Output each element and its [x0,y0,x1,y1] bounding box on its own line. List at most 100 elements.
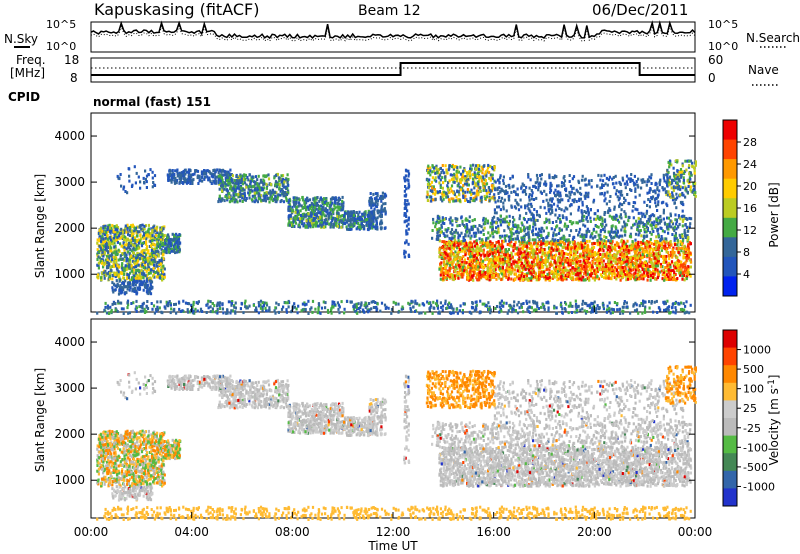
power-cell [111,255,114,259]
power-cell [339,219,342,223]
power-cell [148,288,151,292]
power-cell [322,212,325,216]
power-cell [126,242,129,246]
power-cell [312,225,315,229]
power-cell [304,225,307,229]
power-cell [206,169,209,173]
power-cell [117,258,120,262]
power-cell [274,184,277,188]
power-cell [597,264,600,268]
power-cell [169,247,172,251]
power-cell [259,180,263,184]
power-cell [109,230,112,233]
power-cell [125,285,128,289]
power-cell [479,256,482,260]
power-cell [335,217,338,221]
power-cell [282,194,285,198]
power-cell [476,180,479,184]
power-cell [382,195,385,199]
power-cell [466,272,469,276]
power-cell [131,269,134,273]
power-cell [241,200,244,203]
power-cell [100,261,103,265]
power-cell [99,231,102,235]
power-cell [288,203,291,207]
power-cell [280,188,283,192]
power-cell [347,223,350,227]
power-cell [323,218,326,222]
power-cell [277,193,280,197]
power-cell [161,265,164,269]
power-cell [138,287,142,290]
power-cell [167,174,170,178]
power-cell [115,238,118,242]
power-cell [536,262,539,266]
power-cell [109,235,112,239]
power-cell [134,238,137,242]
power-cell [148,256,151,260]
power-cell [196,174,199,178]
power-cell [234,184,237,188]
power-cell [371,226,374,230]
power-cell [154,229,157,233]
power-cell [111,265,114,268]
power-cell [109,259,113,263]
power-cell [139,186,142,190]
power-cell [230,173,233,176]
power-cell [104,244,107,248]
power-cell [379,215,383,219]
power-cell [241,196,244,200]
power-cell [515,275,519,279]
power-cell [433,192,437,196]
power-cell [497,253,501,257]
power-cell [663,254,666,258]
power-cell [112,251,115,255]
power-cell [261,198,264,202]
power-cell [201,175,204,179]
power-cell [138,230,141,234]
power-cell [280,180,283,184]
power-cell [641,266,644,269]
power-cell [126,281,130,285]
power-cell [358,215,361,219]
power-cell [233,179,236,182]
power-cell [354,217,357,221]
power-cell [265,186,268,190]
power-cell [370,198,374,202]
power-cell [218,182,221,186]
power-cell [218,187,221,191]
power-cell [469,167,472,171]
power-cell [170,249,173,253]
power-cell [473,186,476,190]
power-cell [209,180,212,184]
power-cell [155,261,158,264]
freq-panel-frame [90,57,696,83]
power-cell [615,277,618,281]
power-cell [211,172,214,176]
power-cell [673,250,676,254]
power-cell [203,169,206,172]
power-cell [448,179,451,183]
power-cell [302,205,305,209]
power-cell [541,265,545,269]
power-cell [225,171,228,175]
power-cell [488,170,491,174]
power-cell [488,188,491,192]
power-cell [465,171,468,175]
power-cell [145,186,148,189]
power-cell [191,182,194,185]
power-cell [531,248,535,252]
power-cell [287,222,290,226]
power-cell [315,197,318,201]
power-cell [351,216,354,220]
power-cell [125,264,129,268]
power-cell [155,246,158,250]
power-cell [455,199,458,203]
power-cell [347,228,350,231]
power-cell [331,210,334,214]
power-cell [318,211,322,215]
power-cell [157,260,160,264]
power-cell [485,182,489,186]
power-cell [664,266,667,269]
power-cell [334,206,337,210]
